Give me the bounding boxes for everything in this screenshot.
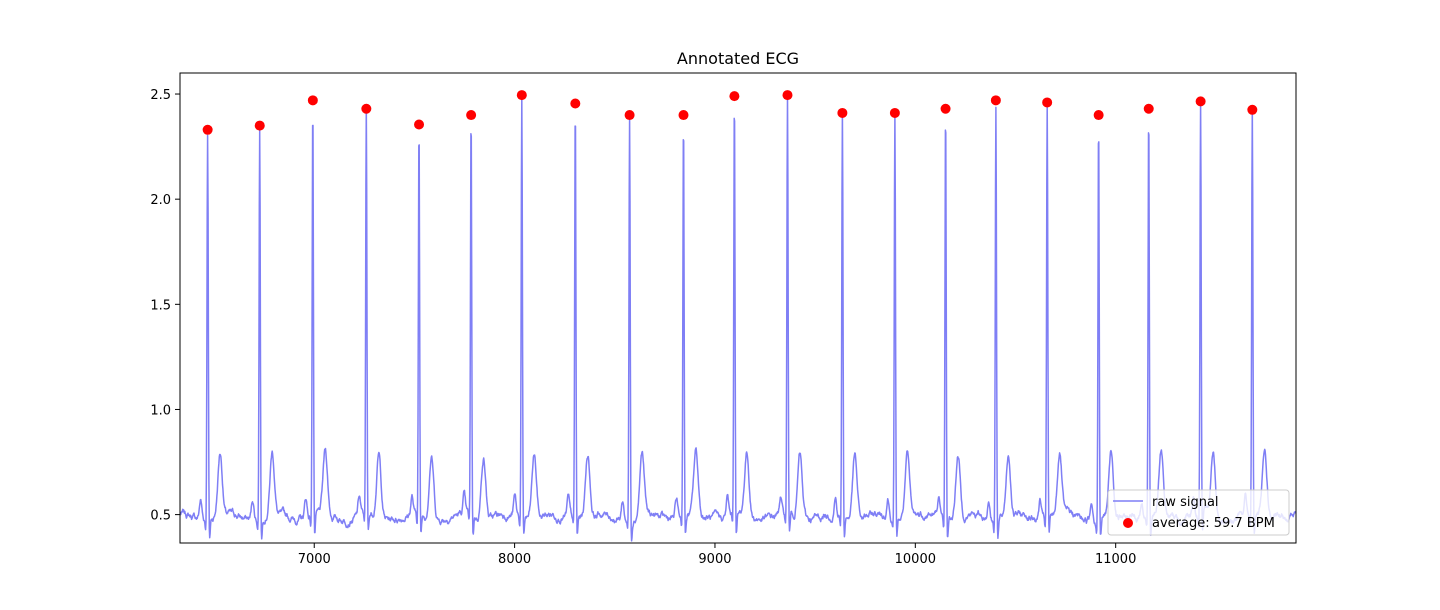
- legend-box: [1107, 489, 1290, 536]
- y-tick-label: 2.0: [150, 193, 171, 208]
- r-peak-marker: [990, 95, 1001, 106]
- legend-label-average: average: 59.7 BPM: [1152, 516, 1275, 531]
- r-peak-marker: [202, 124, 213, 135]
- peak-marker-layer: [202, 90, 1258, 135]
- legend-marker-swatch: [1123, 518, 1133, 528]
- axes-frame: [179, 72, 1297, 544]
- r-peak-marker: [624, 110, 635, 121]
- r-peak-marker: [516, 90, 527, 101]
- y-tick-label: 2.5: [150, 88, 171, 103]
- r-peak-marker: [254, 120, 265, 131]
- y-tick-label: 1.5: [150, 298, 171, 313]
- legend-label-raw-signal: raw signal: [1152, 495, 1219, 510]
- x-axis: 7000 8000 9000 10000 11000: [298, 543, 1136, 567]
- r-peak-marker: [466, 110, 477, 121]
- r-peak-marker: [1143, 103, 1154, 114]
- x-tick-label: 10000: [895, 552, 936, 567]
- y-tick-label: 0.5: [150, 509, 171, 524]
- r-peak-marker: [1195, 96, 1206, 107]
- signal-layer: [180, 93, 1296, 542]
- r-peak-marker: [361, 103, 372, 114]
- x-tick-label: 7000: [298, 552, 331, 567]
- y-tick-label: 1.0: [150, 403, 171, 418]
- r-peak-marker: [837, 107, 848, 118]
- r-peak-marker: [307, 95, 318, 106]
- y-axis: 0.5 1.0 1.5 2.0 2.5: [150, 88, 180, 524]
- r-peak-marker: [729, 91, 740, 102]
- chart-title: Annotated ECG: [677, 49, 799, 68]
- r-peak-marker: [414, 119, 425, 130]
- r-peak-marker: [940, 103, 951, 114]
- x-tick-label: 8000: [498, 552, 531, 567]
- legend: raw signal average: 59.7 BPM: [1107, 489, 1290, 536]
- r-peak-marker: [889, 107, 900, 118]
- r-peak-marker: [1093, 110, 1104, 121]
- raw-signal-line: [180, 93, 1296, 542]
- x-tick-label: 11000: [1095, 552, 1136, 567]
- r-peak-marker: [782, 90, 793, 101]
- plot-area: [179, 72, 1297, 544]
- r-peak-marker: [1042, 97, 1053, 108]
- x-tick-label: 9000: [698, 552, 731, 567]
- r-peak-marker: [1247, 104, 1258, 115]
- r-peak-marker: [678, 110, 689, 121]
- r-peak-marker: [570, 98, 581, 109]
